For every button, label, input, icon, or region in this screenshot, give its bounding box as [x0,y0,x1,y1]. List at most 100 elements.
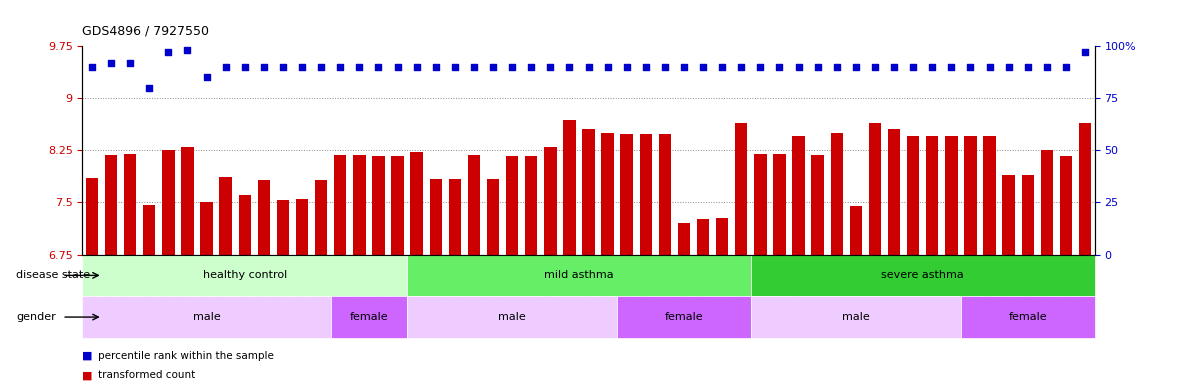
Bar [869,122,882,255]
Point [235,64,254,70]
Point [521,64,540,70]
Bar [617,296,751,338]
Bar [751,255,1095,296]
Text: percentile rank within the sample: percentile rank within the sample [98,351,273,361]
Point [617,64,636,70]
Point [445,64,464,70]
Point [713,64,732,70]
Text: transformed count: transformed count [98,370,195,380]
Point [503,64,521,70]
Bar [407,296,617,338]
Text: male: male [842,312,870,322]
Point [579,64,598,70]
Bar [239,195,251,255]
Bar [430,179,441,255]
Text: GDS4896 / 7927550: GDS4896 / 7927550 [82,25,210,38]
Text: female: female [1009,312,1048,322]
Bar [907,136,919,255]
Point [827,64,846,70]
Point [178,47,197,53]
Bar [487,179,499,255]
Bar [448,179,461,255]
Bar [506,156,518,255]
Bar [105,155,118,255]
Point [331,64,350,70]
Bar [353,155,366,255]
Bar [659,134,671,255]
Bar [1040,150,1053,255]
Point [159,49,178,55]
Text: male: male [193,312,220,322]
Bar [945,136,958,255]
Bar [467,155,480,255]
Point [770,64,789,70]
Bar [372,156,385,255]
Bar [544,147,557,255]
Bar [983,136,996,255]
Point [980,64,999,70]
Bar [716,218,729,255]
Text: ■: ■ [82,370,93,380]
Point [904,64,923,70]
Point [598,64,617,70]
Bar [736,122,747,255]
Bar [887,129,900,255]
Point [693,64,712,70]
Point [388,64,407,70]
Bar [86,178,98,255]
Bar [831,133,843,255]
Bar [964,136,977,255]
Point [465,64,484,70]
Bar [525,156,538,255]
Point [846,64,865,70]
Bar [200,202,213,255]
Point [789,64,807,70]
Bar [391,156,404,255]
Point [1076,49,1095,55]
Point [273,64,292,70]
Point [560,64,579,70]
Bar [751,296,960,338]
Bar [295,199,308,255]
Bar [1059,156,1072,255]
Bar [960,296,1095,338]
Point [865,64,884,70]
Bar [639,134,652,255]
Text: female: female [350,312,388,322]
Point [962,64,980,70]
Bar [583,129,594,255]
Point [101,60,120,66]
Point [312,64,331,70]
Text: gender: gender [16,312,56,322]
Point [674,64,693,70]
Point [999,64,1018,70]
Bar [181,147,194,255]
Bar [144,205,155,255]
Point [1018,64,1037,70]
Text: male: male [498,312,526,322]
Point [293,64,312,70]
Point [407,64,426,70]
Point [217,64,235,70]
Bar [1022,175,1033,255]
Bar [697,219,710,255]
Bar [620,134,633,255]
Point [637,64,656,70]
Text: ■: ■ [82,351,93,361]
Point [923,64,942,70]
Point [541,64,560,70]
Bar [124,154,137,255]
Point [1057,64,1076,70]
Point [350,64,368,70]
Text: mild asthma: mild asthma [544,270,613,280]
Text: severe asthma: severe asthma [882,270,964,280]
Point [197,74,215,80]
Bar [564,121,576,255]
Point [140,85,159,91]
Point [732,64,751,70]
Bar [258,180,270,255]
Bar [850,206,862,255]
Bar [219,177,232,255]
Bar [277,200,290,255]
Bar [82,255,407,296]
